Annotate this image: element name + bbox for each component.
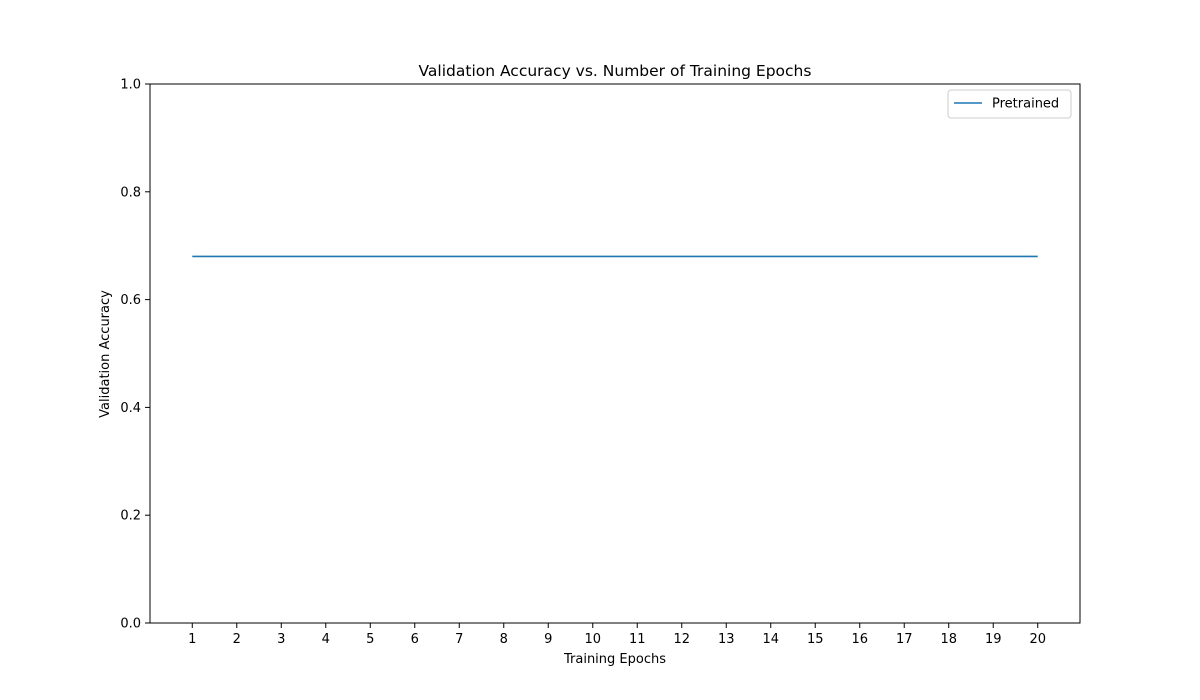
legend-label: Pretrained [992, 97, 1059, 112]
x-tick-label: 12 [673, 632, 690, 647]
x-tick-label: 18 [940, 632, 957, 647]
x-tick-label: 3 [277, 632, 285, 647]
x-tick-label: 15 [807, 632, 824, 647]
chart-title: Validation Accuracy vs. Number of Traini… [419, 62, 812, 80]
y-tick-label: 0.8 [120, 185, 141, 200]
y-tick-label: 0.6 [120, 293, 141, 308]
x-tick-label: 7 [455, 632, 463, 647]
x-tick-label: 13 [718, 632, 735, 647]
y-tick-label: 0.2 [120, 509, 141, 524]
y-tick-label: 0.4 [120, 401, 141, 416]
y-axis: 0.0 0.2 0.4 0.6 0.8 1.0 [120, 78, 150, 632]
y-tick-label: 0.0 [120, 617, 141, 632]
x-tick-label: 5 [366, 632, 374, 647]
y-axis-label: Validation Accuracy [98, 290, 113, 418]
x-tick-label: 1 [188, 632, 196, 647]
plot-area [149, 83, 1081, 624]
x-tick-label: 11 [629, 632, 646, 647]
x-tick-label: 19 [985, 632, 1002, 647]
x-tick-label: 9 [544, 632, 552, 647]
x-tick-label: 2 [233, 632, 241, 647]
x-tick-label: 14 [762, 632, 779, 647]
x-axis-label: Training Epochs [563, 652, 666, 667]
x-axis: 1 2 3 4 5 6 7 8 9 10 11 12 13 14 15 16 17 18 19 20 [188, 623, 1046, 647]
x-tick-label: 16 [851, 632, 868, 647]
x-tick-label: 10 [584, 632, 601, 647]
x-tick-label: 8 [500, 632, 508, 647]
x-tick-label: 6 [411, 632, 419, 647]
y-tick-label: 1.0 [120, 78, 141, 93]
x-tick-label: 4 [322, 632, 330, 647]
x-tick-label: 20 [1029, 632, 1046, 647]
legend-box [947, 89, 1072, 119]
plot-frame [149, 83, 1081, 624]
x-tick-label: 17 [896, 632, 913, 647]
legend: Pretrained [947, 89, 1072, 119]
